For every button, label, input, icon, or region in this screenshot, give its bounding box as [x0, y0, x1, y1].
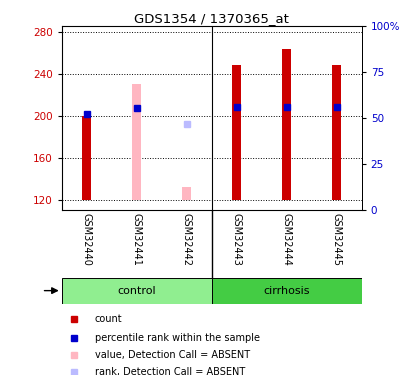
Text: GSM32441: GSM32441 — [132, 213, 142, 266]
Text: count: count — [95, 314, 122, 324]
Bar — [232, 65, 241, 200]
Text: percentile rank within the sample: percentile rank within the sample — [95, 333, 259, 343]
Text: cirrhosis: cirrhosis — [263, 286, 310, 296]
Bar — [82, 116, 91, 200]
Text: GSM32444: GSM32444 — [282, 213, 292, 266]
Bar — [212, 278, 362, 304]
Text: value, Detection Call = ABSENT: value, Detection Call = ABSENT — [95, 350, 249, 360]
Bar — [332, 65, 341, 200]
Text: rank, Detection Call = ABSENT: rank, Detection Call = ABSENT — [95, 367, 245, 375]
Title: GDS1354 / 1370365_at: GDS1354 / 1370365_at — [134, 12, 289, 25]
Text: control: control — [118, 286, 156, 296]
Text: GSM32443: GSM32443 — [232, 213, 242, 266]
Text: GSM32445: GSM32445 — [332, 213, 342, 266]
Text: GSM32442: GSM32442 — [182, 213, 192, 266]
Text: GSM32440: GSM32440 — [82, 213, 92, 266]
Bar — [182, 187, 191, 200]
Bar — [62, 278, 212, 304]
Bar — [282, 50, 291, 200]
Bar — [132, 84, 141, 200]
